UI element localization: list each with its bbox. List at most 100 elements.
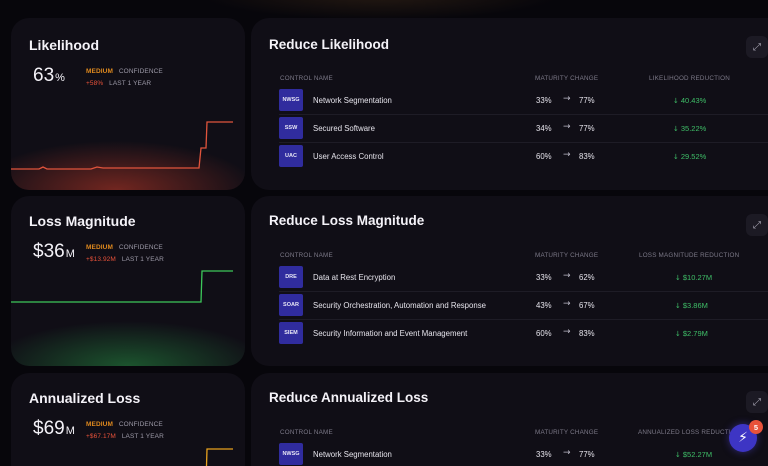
column-header-maturity: MATURITY CHANGE: [535, 429, 599, 436]
arrow-down-icon: ↓: [675, 451, 681, 459]
fab-glyph: ⚡: [738, 430, 748, 446]
metric-value: $36M: [33, 241, 75, 263]
table-row[interactable]: SOAR Security Orchestration, Automation …: [279, 292, 768, 320]
control-name: Data at Rest Encryption: [313, 273, 396, 282]
expand-icon[interactable]: ⤢: [746, 214, 768, 236]
arrow-right-icon: →: [563, 150, 571, 160]
confidence-level: MEDIUM: [86, 421, 113, 428]
reduction-value: ↓ $52.27M: [675, 450, 712, 459]
expand-icon[interactable]: ⤢: [746, 391, 768, 413]
metric-number: 63: [33, 65, 55, 86]
reduction-text: $10.27M: [682, 273, 713, 282]
column-header-reduction: ANNUALIZED LOSS REDUCTI: [638, 429, 731, 436]
metric-unit: M: [65, 248, 75, 260]
section-title: Reduce Loss Magnitude: [269, 213, 425, 228]
top-glow: [200, 0, 560, 20]
loss-magnitude-trend-chart: [11, 270, 245, 366]
metric-title: Annualized Loss: [29, 390, 141, 406]
metric-delta: +$13.92M: [86, 256, 116, 263]
trend-line: [11, 270, 233, 303]
metric-unit: M: [65, 425, 75, 437]
metric-period: LAST 1 YEAR: [121, 256, 164, 263]
metric-value: $69M: [33, 418, 75, 440]
arrow-down-icon: ↓: [673, 153, 679, 161]
maturity-from: 34%: [536, 124, 552, 133]
likelihood-trend-chart: [11, 108, 245, 190]
table-row[interactable]: NWSG Network Segmentation 33% → 77% ↓ 40.…: [279, 87, 768, 115]
reduction-text: 29.52%: [680, 152, 707, 161]
reduction-text: $3.86M: [682, 301, 708, 310]
arrow-right-icon: →: [563, 299, 571, 309]
arrow-down-icon: ↓: [675, 302, 681, 310]
control-name: Secured Software: [313, 124, 375, 133]
maturity-to: 83%: [579, 329, 595, 338]
control-name: Security Orchestration, Automation and R…: [313, 301, 486, 310]
confidence-line: MEDIUM CONFIDENCE: [86, 244, 163, 251]
table-row[interactable]: UAC User Access Control 60% → 83% ↓ 29.52…: [279, 143, 768, 171]
maturity-from: 33%: [536, 273, 552, 282]
control-badge: SIEM: [279, 322, 303, 344]
metric-delta: +$67.17M: [86, 433, 116, 440]
control-badge: DRE: [279, 266, 303, 288]
reduction-text: $52.27M: [682, 450, 713, 459]
maturity-to: 77%: [579, 96, 595, 105]
delta-line: +$13.92M LAST 1 YEAR: [86, 256, 164, 263]
arrow-down-icon: ↓: [673, 97, 679, 105]
section-title: Reduce Likelihood: [269, 37, 390, 52]
confidence-level: MEDIUM: [86, 244, 113, 251]
reduce-loss-magnitude-panel: Reduce Loss Magnitude ⤢ CONTROL NAME MAT…: [251, 196, 768, 366]
notification-badge: 5: [749, 420, 763, 434]
arrow-right-icon: →: [563, 271, 571, 281]
maturity-to: 67%: [579, 301, 595, 310]
table-row[interactable]: NWSG Network Segmentation 33% → 77% ↓ $52…: [279, 441, 768, 466]
column-header-reduction: LOSS MAGNITUDE REDUCTION: [639, 252, 740, 259]
arrow-right-icon: →: [563, 122, 571, 132]
expand-glyph: ⤢: [753, 219, 761, 231]
control-name: Network Segmentation: [313, 96, 392, 105]
metric-period: LAST 1 YEAR: [121, 433, 164, 440]
metric-number: $69: [33, 418, 65, 439]
column-header-maturity: MATURITY CHANGE: [535, 252, 599, 259]
section-title: Reduce Annualized Loss: [269, 390, 429, 405]
confidence-line: MEDIUM CONFIDENCE: [86, 68, 163, 75]
maturity-from: 60%: [536, 152, 552, 161]
confidence-label: CONFIDENCE: [118, 421, 163, 428]
metric-number: $36: [33, 241, 65, 262]
table-row[interactable]: SSW Secured Software 34% → 77% ↓ 35.22%: [279, 115, 768, 143]
metric-delta: +58%: [86, 80, 104, 87]
arrow-down-icon: ↓: [675, 330, 681, 338]
confidence-label: CONFIDENCE: [118, 244, 163, 251]
bolt-icon[interactable]: ⚡: [729, 424, 757, 452]
maturity-from: 33%: [536, 96, 552, 105]
table-row[interactable]: DRE Data at Rest Encryption 33% → 62% ↓ $…: [279, 264, 768, 292]
maturity-to: 83%: [579, 152, 595, 161]
reduce-likelihood-panel: Reduce Likelihood ⤢ CONTROL NAME MATURIT…: [251, 18, 768, 190]
reduction-value: ↓ $3.86M: [675, 301, 708, 310]
maturity-from: 60%: [536, 329, 552, 338]
control-name: Security Information and Event Managemen…: [313, 329, 468, 338]
table-row[interactable]: SIEM Security Information and Event Mana…: [279, 320, 768, 348]
expand-icon[interactable]: ⤢: [746, 36, 768, 58]
loss-magnitude-card: Loss Magnitude $36M MEDIUM CONFIDENCE +$…: [11, 196, 245, 366]
chart-glow: [11, 108, 245, 190]
maturity-to: 77%: [579, 124, 595, 133]
likelihood-card: Likelihood 63% MEDIUM CONFIDENCE +58% LA…: [11, 18, 245, 190]
confidence-level: MEDIUM: [86, 68, 113, 75]
reduction-value: ↓ 40.43%: [673, 96, 706, 105]
control-name: Network Segmentation: [313, 450, 392, 459]
arrow-down-icon: ↓: [673, 125, 679, 133]
reduction-text: 35.22%: [680, 124, 707, 133]
expand-glyph: ⤢: [753, 396, 761, 408]
control-name: User Access Control: [313, 152, 384, 161]
trend-line: [205, 448, 233, 466]
reduction-text: $2.79M: [682, 329, 708, 338]
confidence-label: CONFIDENCE: [118, 68, 163, 75]
column-header-reduction: LIKELIHOOD REDUCTION: [649, 75, 730, 82]
maturity-to: 77%: [579, 450, 595, 459]
reduction-value: ↓ $10.27M: [675, 273, 712, 282]
trend-line: [11, 121, 233, 170]
metric-period: LAST 1 YEAR: [109, 80, 152, 87]
expand-glyph: ⤢: [753, 41, 761, 53]
column-header-control: CONTROL NAME: [280, 75, 333, 82]
confidence-line: MEDIUM CONFIDENCE: [86, 421, 163, 428]
